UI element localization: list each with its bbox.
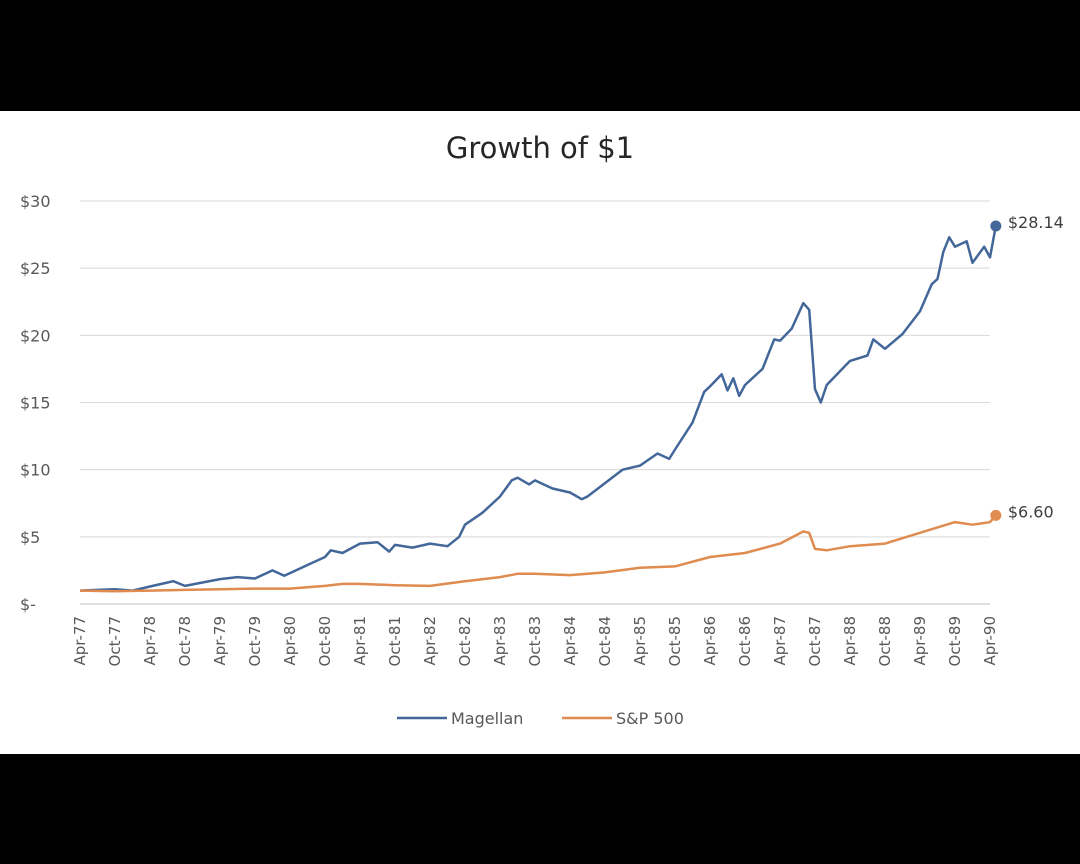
series-end-label: $28.14 [1008, 213, 1064, 232]
x-tick-label: Apr-90 [981, 616, 999, 666]
x-tick-label: Oct-88 [876, 616, 894, 666]
x-tick-label: Oct-77 [106, 616, 124, 666]
x-tick-label: Apr-88 [841, 616, 859, 666]
x-tick-label: Apr-81 [351, 616, 369, 666]
y-tick-label: $25 [20, 259, 51, 278]
line-chart: $- $5 $10 $15 $20 $25 $30 Apr-77 Oct-77 Apr-78 Oct… [20, 192, 1064, 728]
x-tick-label: Oct-78 [176, 616, 194, 666]
y-tick-label: $10 [20, 461, 51, 480]
x-tick-label: Apr-77 [71, 616, 89, 666]
x-tick-label: Oct-86 [736, 616, 754, 666]
x-tick-label: Apr-85 [631, 616, 649, 666]
x-tick-label: Apr-89 [911, 616, 929, 666]
x-tick-label: Oct-83 [526, 616, 544, 666]
x-tick-label: Apr-84 [561, 616, 579, 666]
y-tick-label: $30 [20, 192, 51, 211]
series-line [79, 225, 998, 592]
y-tick-label: $- [20, 595, 36, 614]
y-tick-label: $5 [20, 528, 40, 547]
y-tick-label: $20 [20, 326, 51, 345]
x-tick-label: Apr-83 [491, 616, 509, 666]
series-end-label: $6.60 [1008, 502, 1054, 521]
legend-label: Magellan [451, 709, 523, 728]
series-end-marker [990, 220, 1002, 232]
series-end-marker [990, 509, 1002, 521]
legend-label: S&P 500 [616, 709, 684, 728]
x-tick-label: Oct-80 [316, 616, 334, 666]
x-tick-label: Oct-82 [456, 616, 474, 666]
x-tick-label: Apr-78 [141, 616, 159, 666]
x-tick-label: Apr-87 [771, 616, 789, 666]
x-tick-label: Oct-84 [596, 616, 614, 666]
series-line [79, 514, 997, 593]
x-tick-label: Apr-82 [421, 616, 439, 666]
y-tick-label: $15 [20, 394, 51, 413]
x-tick-label: Oct-81 [386, 616, 404, 666]
x-tick-label: Apr-79 [211, 616, 229, 666]
x-tick-label: Oct-85 [666, 616, 684, 666]
x-tick-label: Oct-87 [806, 616, 824, 666]
x-tick-label: Oct-89 [946, 616, 964, 666]
x-tick-label: Apr-86 [701, 616, 719, 666]
chart-title: Growth of $1 [445, 131, 635, 165]
x-tick-label: Oct-79 [246, 616, 264, 666]
x-tick-label: Apr-80 [281, 616, 299, 666]
chart-card: Growth of $1 $- $5 $10 $15 $20 $25 $30 Apr-77 Oc… [0, 111, 1080, 754]
